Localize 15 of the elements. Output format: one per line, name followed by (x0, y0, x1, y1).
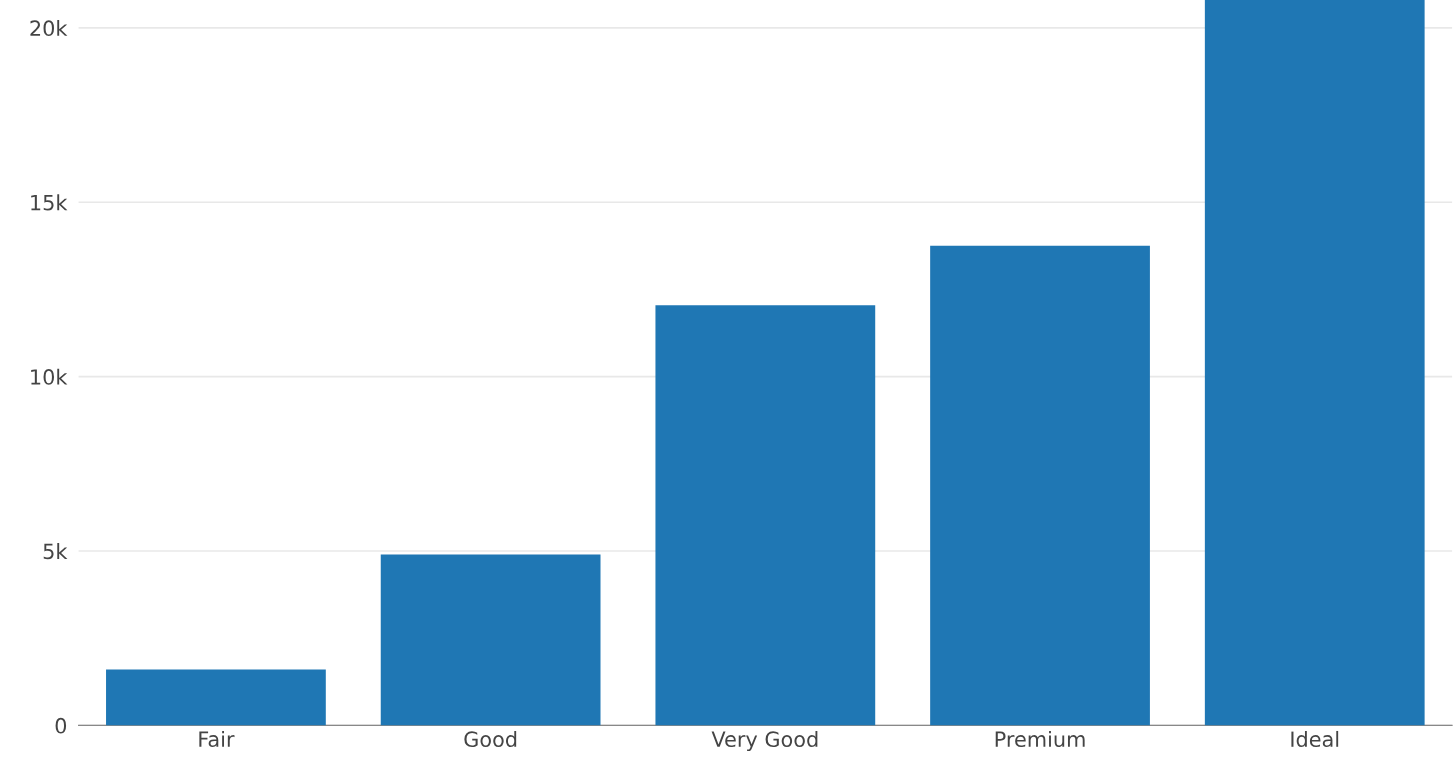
x-tick-label: Ideal (1291, 730, 1339, 748)
x-tick-label: Premium (995, 730, 1085, 748)
y-tick-label: 20k (30, 19, 68, 37)
y-tick-label: 15k (31, 194, 68, 211)
bar (106, 669, 326, 726)
x-tick-label: Good (464, 730, 517, 748)
x-tick-label: Very Good (711, 730, 818, 752)
bar (1204, 0, 1425, 726)
bar (380, 554, 601, 726)
y-tick-label: 5k (43, 543, 68, 560)
x-tick-label: Fair (199, 730, 235, 748)
bar (655, 305, 876, 726)
y-tick-label: 10k (31, 368, 68, 385)
y-tick-label: 0 (55, 717, 67, 734)
bar (930, 245, 1150, 726)
